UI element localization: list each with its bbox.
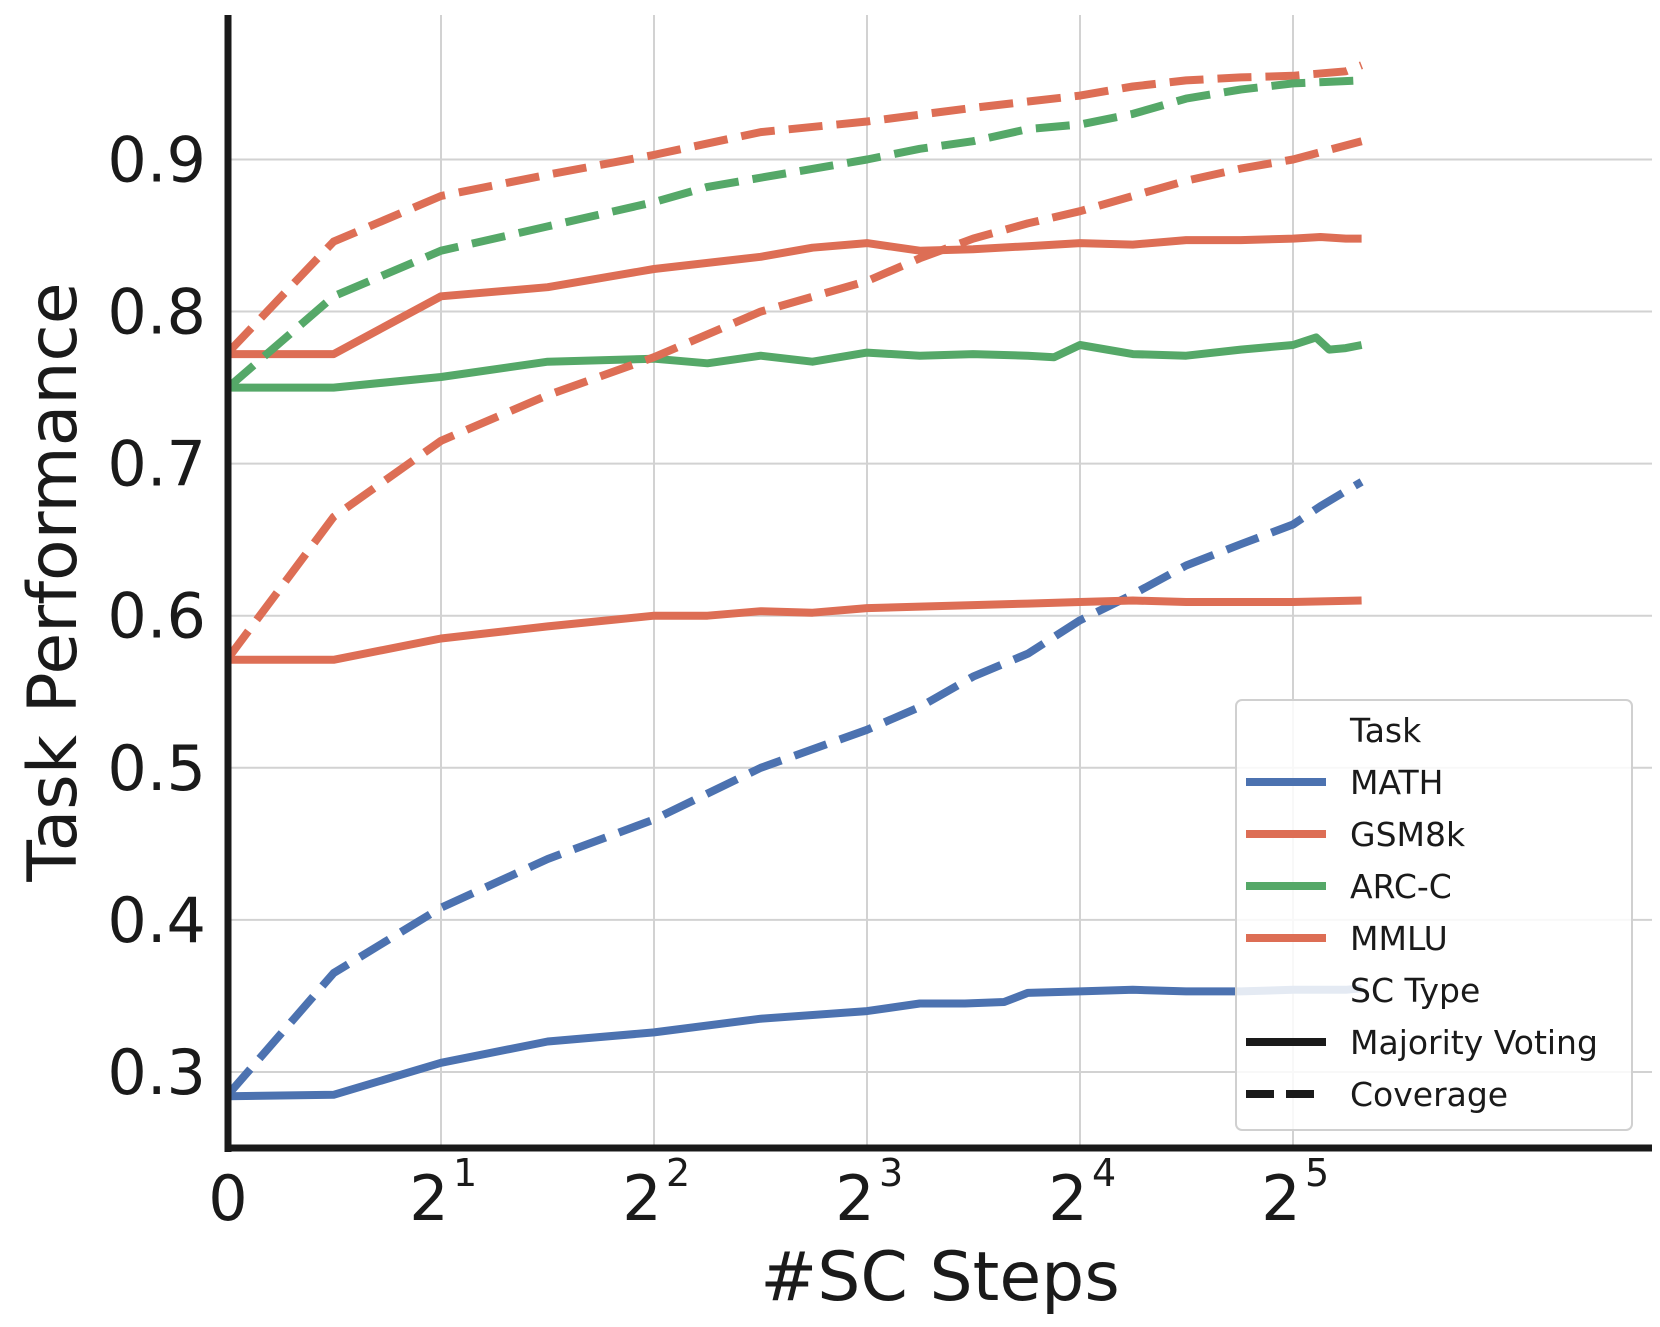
x-tick-exponent: 1 <box>453 1151 477 1195</box>
legend-title-task: Task <box>1349 711 1422 750</box>
series-line-arc-c-majority-voting <box>228 333 1363 392</box>
y-tick-label: 0.8 <box>107 276 206 349</box>
x-tick-label: 2 <box>622 1162 661 1235</box>
x-tick-label: 2 <box>835 1162 874 1235</box>
legend-label: MMLU <box>1350 919 1448 958</box>
series-line-mmlu-coverage <box>224 137 1363 661</box>
x-tick-label: 0 <box>208 1162 247 1235</box>
legend-label: GSM8k <box>1350 815 1466 854</box>
x-tick-exponent: 2 <box>666 1151 690 1195</box>
y-tick-label: 0.3 <box>107 1036 206 1109</box>
x-axis-title: #SC Steps <box>760 1238 1120 1317</box>
series-line-gsm8k-coverage <box>225 61 1364 356</box>
series-line-math-majority-voting <box>227 984 1362 1101</box>
legend: Task MATH GSM8k ARC-C MMLU SC Type Majority Vo… <box>1235 699 1633 1131</box>
legend-label: Coverage <box>1350 1075 1508 1114</box>
legend-box <box>1235 699 1633 1131</box>
x-tick-exponent: 5 <box>1305 1151 1329 1195</box>
legend-label: Majority Voting <box>1350 1023 1598 1062</box>
x-tick-exponent: 3 <box>879 1151 903 1195</box>
x-tick-label: 2 <box>1048 1162 1087 1235</box>
x-tick-label: 2 <box>409 1162 448 1235</box>
series-line-gsm8k-majority-voting <box>228 233 1362 359</box>
y-tick-label: 0.4 <box>107 884 206 957</box>
y-tick-label: 0.9 <box>107 123 206 196</box>
x-tick-exponent: 4 <box>1092 1151 1116 1195</box>
legend-title-sc-type: SC Type <box>1350 971 1480 1010</box>
x-tick-label: 2 <box>1261 1162 1300 1235</box>
series-group <box>224 61 1364 1101</box>
axes <box>224 15 1652 1152</box>
y-tick-label: 0.5 <box>107 732 206 805</box>
y-tick-label: 0.7 <box>107 428 206 501</box>
legend-label: MATH <box>1350 763 1443 802</box>
y-tick-label: 0.6 <box>107 580 206 653</box>
series-line-mmlu-majority-voting <box>228 596 1362 664</box>
y-tick-labels: 0.3 0.4 0.5 0.6 0.7 0.8 0.9 <box>107 123 206 1108</box>
y-axis-title: Task Performance <box>14 282 93 882</box>
grid-lines <box>228 15 1652 1148</box>
series-line-math-coverage <box>224 478 1364 1098</box>
legend-label: ARC-C <box>1350 867 1452 906</box>
series-line-arc-c-coverage <box>225 76 1362 391</box>
